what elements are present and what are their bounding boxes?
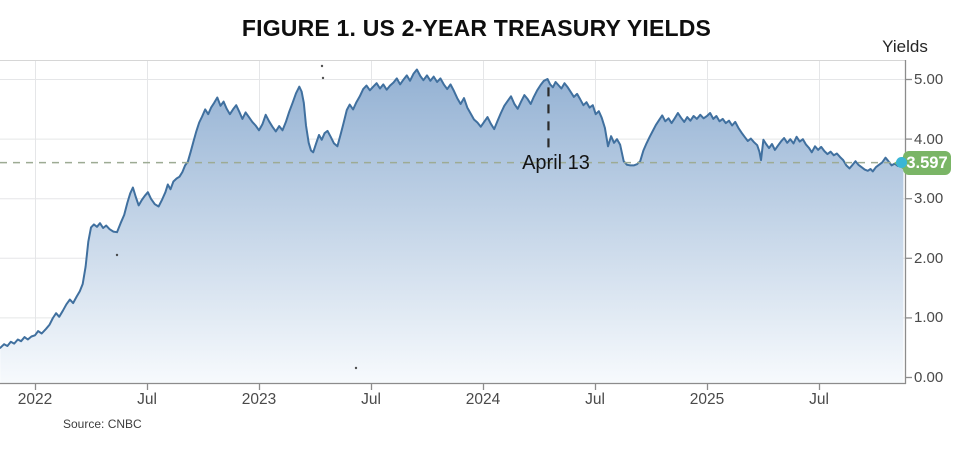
- x-axis-tick-label: Jul: [137, 391, 157, 408]
- speck: [354, 366, 358, 370]
- y-axis-title: Yields: [882, 37, 928, 56]
- y-axis-tick-label: 5.00: [914, 71, 944, 88]
- y-axis-tick-label: 4.00: [914, 130, 944, 148]
- yield-line: [0, 68, 905, 349]
- annotation-label: April 13: [522, 152, 590, 174]
- chart-title: FIGURE 1. US 2-YEAR TREASURY YIELDS: [241, 15, 712, 41]
- x-axis-tick-label: 2025: [689, 391, 725, 408]
- y-axis-tick-label: 2.00: [914, 249, 944, 267]
- x-axis-tick-label: Jul: [585, 391, 605, 408]
- area-fill: [0, 69, 904, 383]
- source-credit: Source: CNBC: [63, 417, 142, 431]
- y-axis-tick-label: 1.00: [914, 309, 944, 327]
- speck: [321, 76, 325, 80]
- y-axis-tick-label: 3.00: [914, 190, 944, 208]
- speck: [115, 253, 119, 257]
- last-point-dot-icon: [896, 157, 907, 168]
- last-value-badge: 3.597: [903, 151, 951, 175]
- x-axis-tick-label: 2023: [241, 391, 277, 408]
- speck: [320, 64, 324, 68]
- x-axis-tick-label: Jul: [361, 391, 381, 408]
- x-axis-tick-label: 2024: [465, 391, 501, 408]
- y-axis-tick-label: 0.00: [914, 369, 944, 386]
- x-axis-tick-label: 2022: [17, 391, 53, 408]
- x-axis-tick-label: Jul: [809, 391, 829, 408]
